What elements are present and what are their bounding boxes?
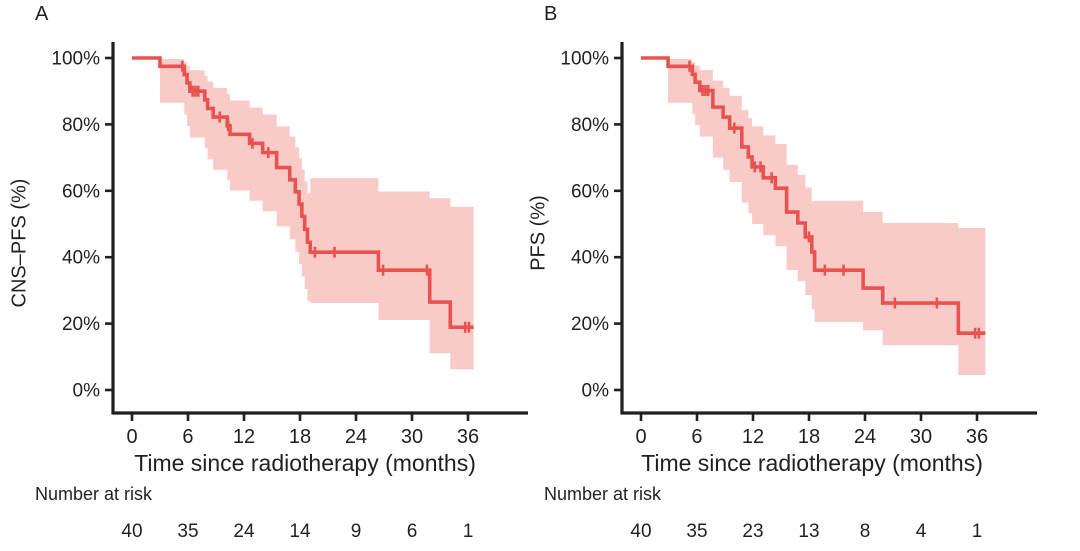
x-tick-label: 12 [233,426,255,448]
y-tick-label: 0% [73,381,101,402]
y-tick-label: 20% [571,314,609,335]
x-tick-label: 24 [854,426,876,448]
panel-a-letter: A [35,3,49,25]
y-tick-label: 60% [62,181,100,202]
x-tick-label: 36 [457,426,479,448]
confidence-band-B [668,58,986,376]
y-tick-label: 40% [62,248,100,269]
number-at-risk-value: 1 [972,521,983,542]
number-at-risk-value: 13 [798,521,819,542]
x-tick-label: 18 [798,426,820,448]
y-tick-label: 100% [51,49,100,70]
y-tick-label: 80% [62,115,100,136]
x-tick-label: 30 [910,426,932,448]
panel-b-number-at-risk-label: Number at risk [544,484,662,504]
panel-a-x-axis-label: Time since radiotherapy (months) [134,450,476,476]
x-tick-label: 24 [345,426,367,448]
number-at-risk-value: 1 [463,521,474,542]
y-tick-label: 60% [571,181,609,202]
x-tick-label: 18 [289,426,311,448]
y-tick-label: 100% [560,49,609,70]
number-at-risk-value: 9 [351,521,362,542]
number-at-risk-value: 40 [121,521,142,542]
panel-a-y-axis-label: CNS–PFS (%) [8,178,31,308]
panel-a-number-at-risk-label: Number at risk [35,484,153,504]
km-curve-A [132,56,474,330]
number-at-risk-value: 14 [289,521,311,542]
y-tick-label: 20% [62,314,100,335]
confidence-band-A [159,58,474,370]
number-at-risk-value: 4 [916,521,927,542]
y-tick-label: 80% [571,115,609,136]
number-at-risk-value: 35 [177,521,198,542]
x-tick-label: 36 [966,426,988,448]
panel-b-letter: B [544,3,558,25]
number-at-risk-value: 8 [860,521,871,542]
number-at-risk-value: 40 [630,521,651,542]
number-at-risk-value: 35 [686,521,707,542]
x-tick-label: 12 [742,426,764,448]
number-at-risk-value: 24 [233,521,255,542]
y-tick-label: 0% [582,381,610,402]
x-tick-label: 0 [126,426,137,448]
panel-b-x-axis-label: Time since radiotherapy (months) [641,450,983,476]
number-at-risk-value: 23 [742,521,763,542]
number-at-risk-value: 6 [407,521,418,542]
x-tick-label: 0 [635,426,646,448]
x-tick-label: 30 [401,426,423,448]
x-tick-label: 6 [691,426,702,448]
axis-lines-B [620,42,1037,415]
axis-lines-A [111,42,528,415]
y-tick-label: 40% [571,248,609,269]
x-tick-label: 6 [182,426,193,448]
km-curve-B [641,56,986,336]
panel-b-y-axis-label: PFS (%) [527,195,550,271]
